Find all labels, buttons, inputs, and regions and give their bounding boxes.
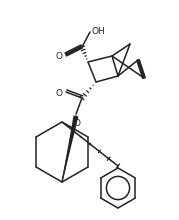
- Text: O: O: [55, 88, 62, 97]
- Text: O: O: [74, 119, 81, 128]
- Polygon shape: [62, 116, 78, 182]
- Text: O: O: [55, 51, 62, 61]
- Text: OH: OH: [92, 26, 106, 35]
